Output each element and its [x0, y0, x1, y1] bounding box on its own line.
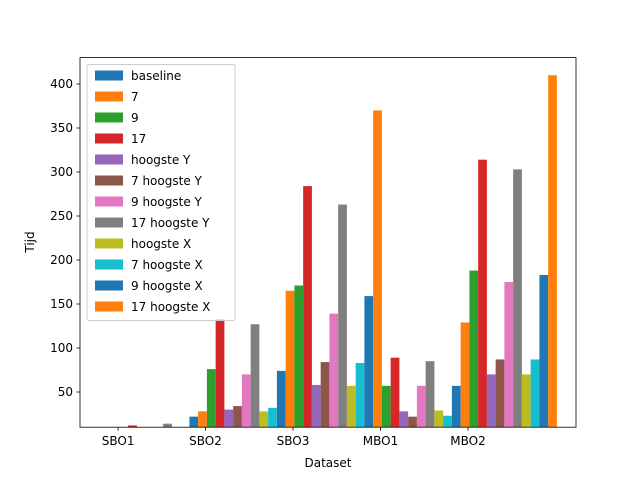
bar-sbo2-series-0	[189, 416, 199, 428]
x-tick-label-sbo3: SBO3	[277, 434, 310, 448]
x-axis-ticks: SBO1 SBO2 SBO3 MBO1 MBO2	[102, 427, 486, 448]
bar-sbo3-series-2	[294, 285, 304, 428]
bar-sbo1-series-3	[128, 425, 137, 428]
y-tick-label: 250	[50, 209, 73, 223]
legend-label: baseline	[131, 69, 181, 83]
bar-sbo3-series-6	[329, 313, 339, 428]
bar-sbo3-series-5	[320, 362, 330, 428]
legend-swatch	[95, 238, 123, 249]
bar-sbo2-series-2	[206, 369, 216, 428]
bar-sbo3-series-8	[346, 385, 356, 428]
y-tick-label: 200	[50, 253, 73, 267]
bar-sbo3-series-0	[276, 370, 286, 428]
bar-mbo1-series-3	[390, 357, 400, 428]
bar-mbo2-series-9	[530, 359, 540, 428]
legend-swatch	[95, 70, 123, 81]
y-tick-label: 50	[58, 385, 73, 399]
bar-mbo2-series-6	[504, 282, 514, 428]
bar-sbo2-series-8	[259, 411, 269, 428]
x-tick-label-mbo1: MBO1	[363, 434, 398, 448]
bar-sbo3-series-7	[338, 204, 347, 428]
legend-swatch	[95, 280, 123, 291]
legend: baseline 7 9 17 hoogste Y 7 hoogste Y 9 hoogst…	[86, 64, 236, 321]
bar-sbo3-series-3	[303, 186, 312, 428]
legend-label: 17	[131, 132, 146, 146]
legend-label: 9	[131, 111, 139, 125]
legend-swatch	[95, 259, 123, 270]
bars-group	[128, 75, 557, 428]
bar-sbo2-series-9	[268, 407, 277, 428]
bar-mbo2-series-2	[469, 270, 479, 428]
legend-swatch	[95, 196, 123, 207]
legend-swatch	[95, 154, 123, 165]
y-tick-label: 400	[50, 77, 73, 91]
bar-sbo2-series-1	[198, 411, 207, 428]
legend-swatch	[95, 217, 123, 228]
bar-mbo1-series-9	[443, 415, 452, 428]
bar-mbo1-series-7	[425, 361, 435, 428]
legend-label: 17 hoogste Y	[131, 216, 210, 230]
y-tick-label: 300	[50, 165, 73, 179]
bar-mbo2-series-5	[495, 359, 505, 428]
bar-mbo2-series-0	[451, 385, 461, 428]
plot-frame	[79, 57, 577, 428]
bar-sbo3-series-1	[285, 290, 295, 428]
bar-mbo2-series-10	[539, 274, 549, 428]
bar-mbo1-series-8	[434, 410, 444, 428]
bar-mbo1-series-2	[381, 385, 391, 428]
bar-sbo2-series-7	[250, 324, 260, 428]
bar-mbo1-series-1	[373, 110, 382, 428]
bar-mbo2-series-3	[478, 159, 487, 428]
legend-label: 7 hoogste Y	[131, 174, 203, 188]
bar-mbo1-series-4	[399, 411, 409, 428]
legend-label: 17 hoogste X	[131, 300, 210, 314]
y-axis-ticks: 50 100 150 200 250 300 350 400	[50, 77, 80, 399]
legend-swatch	[95, 91, 123, 102]
x-tick-label-sbo1: SBO1	[102, 434, 135, 448]
y-tick-label: 350	[50, 121, 73, 135]
y-tick-label: 100	[50, 341, 73, 355]
bar-sbo3-series-4	[311, 384, 321, 428]
bar-sbo2-series-3	[215, 318, 225, 428]
x-axis-label: Dataset	[305, 456, 352, 470]
bar-sbo2-series-6	[241, 374, 251, 428]
legend-swatch	[95, 175, 123, 186]
legend-frame	[86, 64, 236, 321]
bar-mbo1-series-6	[416, 385, 426, 428]
legend-swatch	[95, 301, 123, 312]
x-tick-label-mbo2: MBO2	[450, 434, 485, 448]
legend-label: 7	[131, 90, 139, 104]
y-axis-label: Tijd	[23, 231, 37, 253]
bar-sbo3-series-9	[355, 362, 365, 428]
bar-mbo2-series-7	[513, 169, 522, 428]
bar-mbo2-series-4	[486, 374, 496, 428]
bar-sbo2-series-4	[224, 409, 234, 428]
legend-label: 7 hoogste X	[131, 258, 203, 272]
legend-label: hoogste X	[131, 237, 191, 251]
legend-label: hoogste Y	[131, 153, 191, 167]
bar-mbo2-series-8	[521, 374, 531, 428]
x-tick-label-sbo2: SBO2	[189, 434, 222, 448]
legend-swatch	[95, 112, 123, 123]
bar-sbo1-series-7	[163, 423, 172, 428]
bar-mbo2-series-11	[548, 75, 557, 428]
legend-label: 9 hoogste X	[131, 279, 203, 293]
legend-label: 9 hoogste Y	[131, 195, 203, 209]
bar-mbo1-series-0	[364, 296, 374, 428]
legend-swatch	[95, 133, 123, 144]
y-tick-label: 150	[50, 297, 73, 311]
bar-mbo2-series-1	[460, 322, 470, 428]
bar-sbo2-series-5	[233, 406, 242, 428]
bar-mbo1-series-5	[408, 416, 417, 428]
